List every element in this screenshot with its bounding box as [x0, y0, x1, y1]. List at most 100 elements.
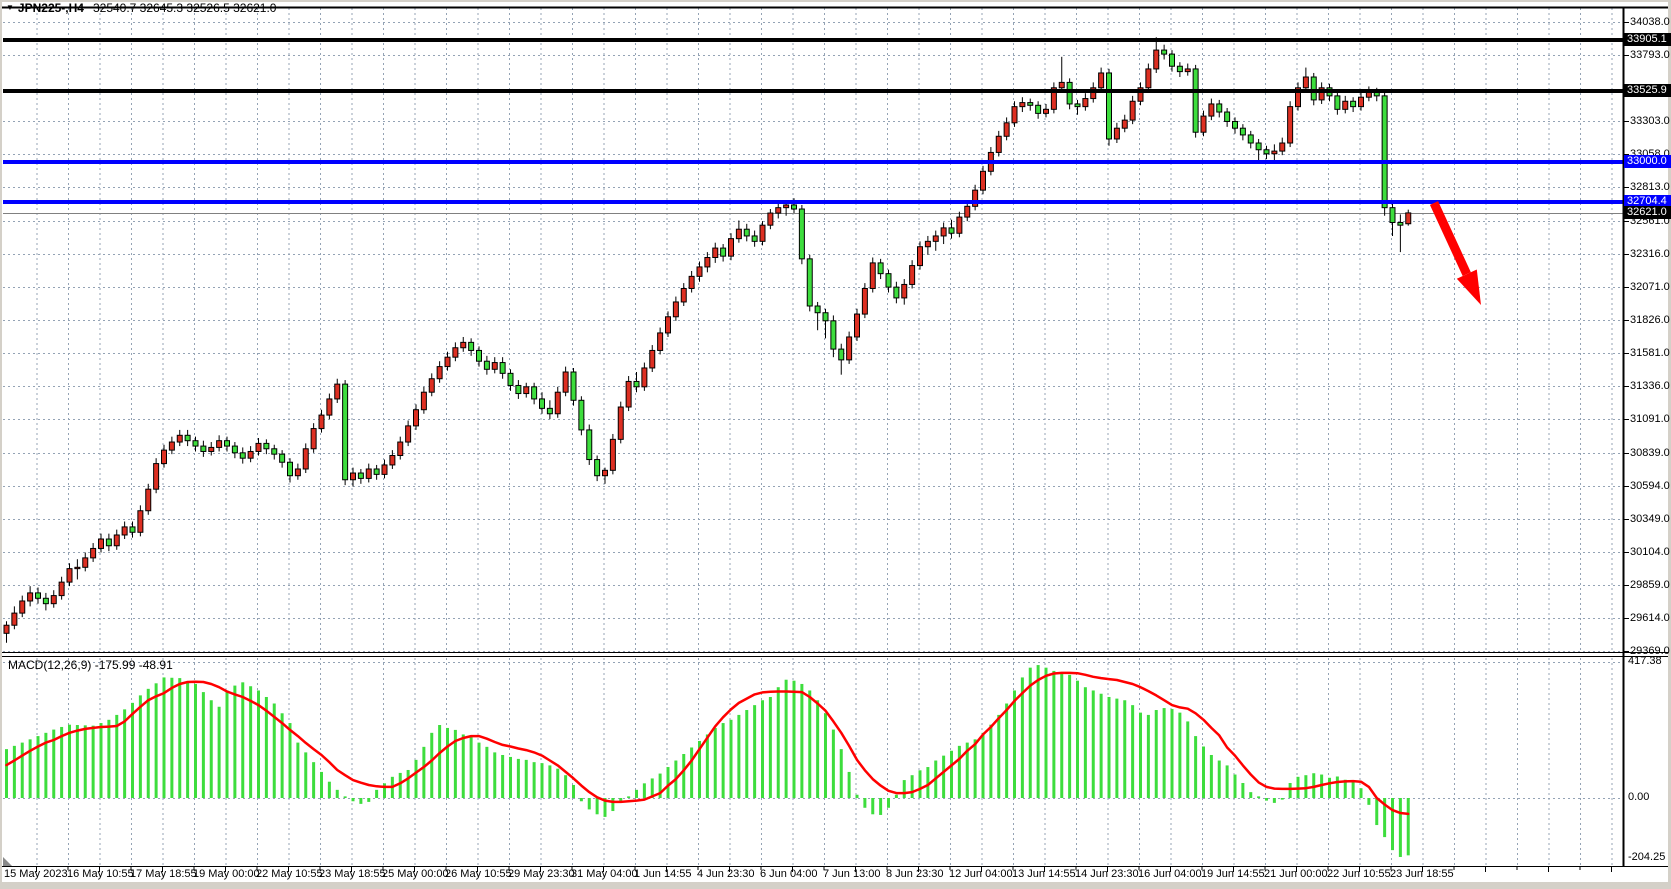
- candle-bullish: [216, 440, 223, 448]
- panel-resize-grip[interactable]: [3, 857, 12, 866]
- macd-histogram-bar: [973, 739, 977, 798]
- macd-histogram-bar: [768, 696, 772, 798]
- macd-histogram-bar: [1351, 781, 1355, 798]
- candle-bullish: [728, 238, 734, 257]
- macd-histogram-bar: [509, 756, 512, 798]
- macd-histogram-bar: [532, 762, 536, 798]
- candle-bullish: [1019, 102, 1026, 108]
- candle-bullish: [1145, 68, 1152, 89]
- candle-bearish: [1027, 102, 1034, 106]
- macd-histogram-bar: [327, 781, 331, 798]
- symbol-dropdown-icon[interactable]: ▼: [6, 3, 14, 12]
- candle-bullish: [602, 469, 608, 477]
- macd-histogram-bar: [1186, 721, 1190, 798]
- candle-bullish: [1405, 212, 1412, 225]
- candle-bullish: [121, 526, 128, 536]
- trend-arrow-head[interactable]: [1456, 269, 1481, 306]
- macd-histogram-bar: [635, 789, 638, 798]
- time-label: 7 Jun 13:00: [823, 868, 881, 880]
- candle-bearish: [499, 362, 506, 374]
- time-label: 14 Jun 23:30: [1075, 868, 1139, 880]
- macd-histogram-bar: [957, 745, 961, 798]
- candle-bullish: [641, 367, 648, 388]
- macd-histogram-bar: [824, 713, 827, 798]
- candle-bullish: [964, 205, 971, 218]
- macd-histogram-bar: [233, 685, 237, 798]
- candle-bearish: [838, 348, 845, 361]
- macd-histogram-bar: [343, 796, 347, 798]
- candle-bullish: [924, 240, 931, 248]
- macd-histogram-bar: [99, 723, 103, 798]
- candle-bearish: [1169, 53, 1175, 67]
- candle-bearish: [885, 273, 892, 288]
- macd-histogram-bar: [831, 729, 835, 798]
- candle-bullish: [625, 380, 632, 408]
- macd-histogram-bar: [1154, 710, 1158, 798]
- macd-histogram-bar: [705, 734, 709, 798]
- macd-histogram-bar: [1304, 775, 1308, 798]
- candle-bearish: [105, 538, 112, 547]
- macd-histogram-bar: [438, 725, 442, 798]
- macd-histogram-bar: [761, 700, 764, 798]
- candle-bullish: [1279, 142, 1286, 152]
- time-label: 12 Jun 04:00: [949, 868, 1013, 880]
- candle-bearish: [1074, 103, 1081, 108]
- candle-bullish: [1200, 115, 1207, 133]
- candle-bullish: [350, 472, 356, 481]
- candle-bullish: [420, 391, 427, 411]
- candle-bullish: [909, 265, 916, 285]
- price-tick-label: 29369.0: [1630, 645, 1670, 657]
- macd-histogram-bar: [194, 683, 197, 798]
- candle-bullish: [3, 624, 10, 634]
- macd-histogram-bar: [1044, 667, 1048, 798]
- candle-bearish: [893, 286, 900, 299]
- candle-bullish: [688, 275, 695, 289]
- candle-bullish: [82, 557, 89, 568]
- candle-bearish: [483, 360, 490, 370]
- macd-histogram-bar: [1036, 665, 1040, 798]
- candle-bullish: [1358, 96, 1364, 108]
- macd-histogram-bar: [225, 690, 229, 798]
- candle-bullish: [609, 438, 616, 471]
- macd-histogram-bar: [383, 783, 386, 798]
- candle-bullish: [901, 283, 908, 299]
- candle-bearish: [129, 526, 136, 533]
- price-tick-label: 32071.0: [1630, 281, 1670, 293]
- candle-bearish: [798, 208, 805, 260]
- candle-bullish: [696, 266, 703, 277]
- macd-histogram-bar: [28, 739, 32, 798]
- macd-histogram-bar: [1123, 700, 1127, 798]
- macd-histogram-bar: [965, 742, 969, 798]
- macd-histogram-bar: [351, 798, 355, 802]
- candle-bullish: [1295, 87, 1301, 108]
- candle-bullish: [617, 406, 624, 440]
- macd-histogram-bar: [808, 690, 812, 798]
- candle-bullish: [334, 383, 341, 400]
- macd-histogram-bar: [1005, 703, 1009, 798]
- candle-bearish: [263, 442, 270, 450]
- candle-bearish: [507, 372, 514, 386]
- candle-bullish: [365, 468, 372, 479]
- macd-indicator-label: MACD(12,26,9) -175.99 -48.91: [8, 658, 173, 672]
- macd-histogram-bar: [1099, 693, 1103, 798]
- time-label: 19 Jun 14:55: [1201, 868, 1265, 880]
- candle-bearish: [224, 440, 230, 447]
- macd-histogram-bar: [1115, 698, 1119, 798]
- macd-histogram-bar: [367, 798, 371, 802]
- macd-histogram-bar: [335, 789, 339, 798]
- macd-histogram-bar: [83, 725, 87, 798]
- macd-histogram-bar: [816, 700, 820, 798]
- candle-bullish: [318, 414, 325, 430]
- candle-bearish: [1397, 221, 1404, 226]
- macd-histogram-bar: [729, 719, 733, 798]
- price-tick-label: 31581.0: [1630, 347, 1670, 359]
- candle-bullish: [562, 371, 569, 393]
- macd-histogram-bar: [1131, 705, 1135, 798]
- candle-bearish: [468, 341, 475, 351]
- trend-arrow-shaft[interactable]: [1429, 201, 1471, 277]
- candle-bullish: [1184, 68, 1191, 73]
- macd-histogram-bar: [1209, 754, 1213, 798]
- price-tick-label: 33793.0: [1630, 49, 1670, 61]
